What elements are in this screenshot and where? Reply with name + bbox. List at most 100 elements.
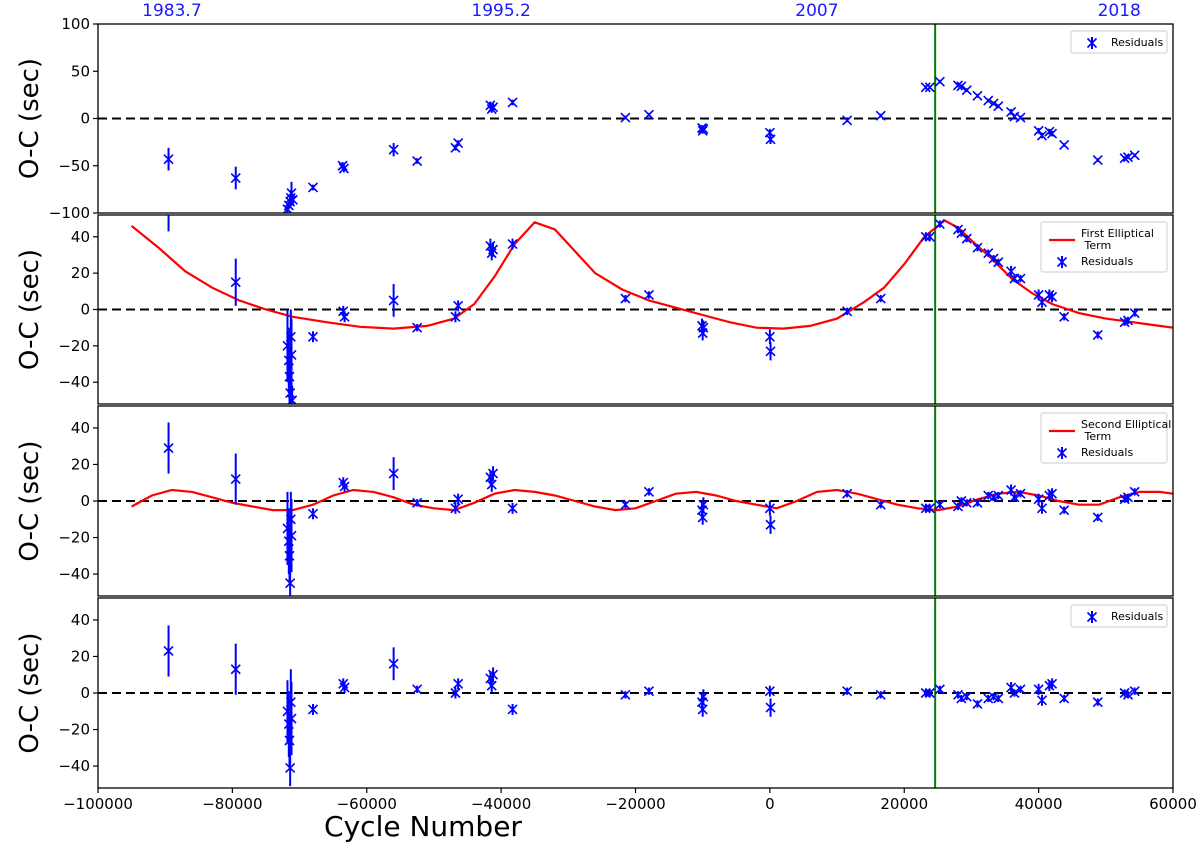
data-point bbox=[764, 501, 775, 516]
y-tick-label: 20 bbox=[71, 264, 90, 282]
data-point bbox=[450, 502, 461, 514]
data-point bbox=[1046, 488, 1058, 500]
point-marker bbox=[842, 686, 853, 697]
legend-box bbox=[1040, 412, 1168, 464]
point-marker bbox=[450, 687, 461, 699]
data-point bbox=[924, 687, 935, 699]
point-marker bbox=[952, 80, 964, 91]
data-point bbox=[163, 422, 174, 474]
data-point bbox=[1122, 689, 1134, 700]
legend-marker-swatch bbox=[1056, 256, 1068, 268]
point-marker bbox=[1059, 505, 1070, 516]
legend-marker-swatch bbox=[1086, 37, 1098, 49]
y-axis-label: O-C (sec) bbox=[15, 58, 45, 179]
point-marker bbox=[956, 495, 967, 507]
point-marker bbox=[698, 691, 709, 702]
fit-curve bbox=[130, 219, 1173, 330]
residual-points bbox=[163, 422, 1140, 596]
point-marker bbox=[1036, 503, 1048, 514]
point-marker bbox=[388, 468, 399, 479]
panel-4: −40 −20 0 20 40 O-C (sec) Residuals bbox=[15, 597, 1174, 789]
point-marker bbox=[620, 499, 631, 510]
data-point bbox=[287, 194, 298, 206]
point-marker bbox=[698, 499, 709, 510]
point-marker bbox=[1092, 512, 1103, 523]
data-point bbox=[1129, 486, 1140, 497]
data-point bbox=[698, 497, 709, 512]
y-tick-label: −50 bbox=[58, 157, 90, 175]
y-tick-label: −20 bbox=[58, 721, 90, 739]
data-point bbox=[1033, 493, 1044, 505]
data-point bbox=[972, 90, 983, 101]
x-axis: −100000 −80000 −60000 −40000 −20000 0 20000 400… bbox=[63, 788, 1197, 813]
data-point bbox=[620, 293, 631, 304]
fit-curve bbox=[131, 488, 1173, 512]
data-point bbox=[961, 497, 972, 508]
data-point bbox=[875, 499, 886, 510]
point-marker bbox=[1015, 684, 1026, 695]
data-point bbox=[1129, 308, 1140, 319]
data-point bbox=[961, 691, 972, 702]
point-marker bbox=[1122, 152, 1134, 163]
point-marker bbox=[286, 349, 297, 360]
data-point bbox=[620, 689, 631, 700]
point-marker bbox=[507, 239, 518, 250]
point-marker bbox=[412, 155, 423, 167]
point-marker bbox=[956, 693, 967, 704]
data-point bbox=[230, 453, 241, 505]
data-point bbox=[412, 155, 423, 167]
data-point bbox=[934, 76, 945, 87]
point-marker bbox=[1092, 697, 1103, 708]
point-marker bbox=[487, 244, 499, 255]
y-axis-label: O-C (sec) bbox=[15, 249, 45, 370]
data-point bbox=[1129, 150, 1140, 161]
point-marker bbox=[163, 442, 174, 454]
data-point bbox=[920, 503, 931, 514]
data-point bbox=[307, 182, 319, 193]
data-point bbox=[934, 219, 945, 230]
point-marker bbox=[961, 497, 972, 508]
point-marker bbox=[765, 702, 776, 713]
data-point bbox=[286, 318, 297, 392]
y-axis-label: O-C (sec) bbox=[15, 632, 45, 753]
point-marker bbox=[1059, 139, 1070, 151]
point-marker bbox=[842, 306, 853, 317]
point-marker bbox=[993, 101, 1004, 112]
point-marker bbox=[972, 90, 983, 101]
data-point bbox=[307, 703, 319, 715]
epoch-label: 2018 bbox=[1098, 1, 1141, 21]
data-point bbox=[1046, 291, 1058, 303]
point-marker bbox=[920, 231, 931, 242]
point-marker bbox=[1059, 311, 1070, 322]
data-point bbox=[487, 242, 499, 257]
data-point bbox=[453, 678, 464, 690]
y-tick-label: −40 bbox=[58, 373, 90, 391]
point-marker bbox=[643, 109, 655, 120]
data-point bbox=[339, 311, 350, 323]
data-point bbox=[972, 497, 983, 508]
data-point bbox=[487, 667, 499, 683]
data-point bbox=[1046, 678, 1058, 690]
point-marker bbox=[972, 497, 983, 508]
data-point bbox=[1009, 492, 1020, 503]
point-marker bbox=[412, 684, 423, 695]
point-marker bbox=[230, 664, 241, 675]
data-point bbox=[698, 320, 709, 335]
point-marker bbox=[339, 311, 350, 322]
data-point bbox=[507, 703, 518, 715]
data-point bbox=[924, 503, 935, 514]
point-marker bbox=[1036, 695, 1048, 706]
data-point bbox=[286, 682, 297, 756]
x-tick-label: 20000 bbox=[880, 795, 928, 813]
epoch-label: 2007 bbox=[795, 1, 838, 21]
point-marker bbox=[1092, 155, 1103, 166]
point-marker bbox=[765, 346, 776, 357]
point-marker bbox=[1006, 484, 1017, 496]
data-point bbox=[920, 687, 931, 699]
point-marker bbox=[1046, 128, 1058, 139]
data-point bbox=[286, 499, 297, 573]
point-marker bbox=[924, 503, 935, 514]
data-point bbox=[875, 689, 886, 700]
y-tick-label: 20 bbox=[71, 647, 90, 665]
point-marker bbox=[643, 486, 655, 497]
